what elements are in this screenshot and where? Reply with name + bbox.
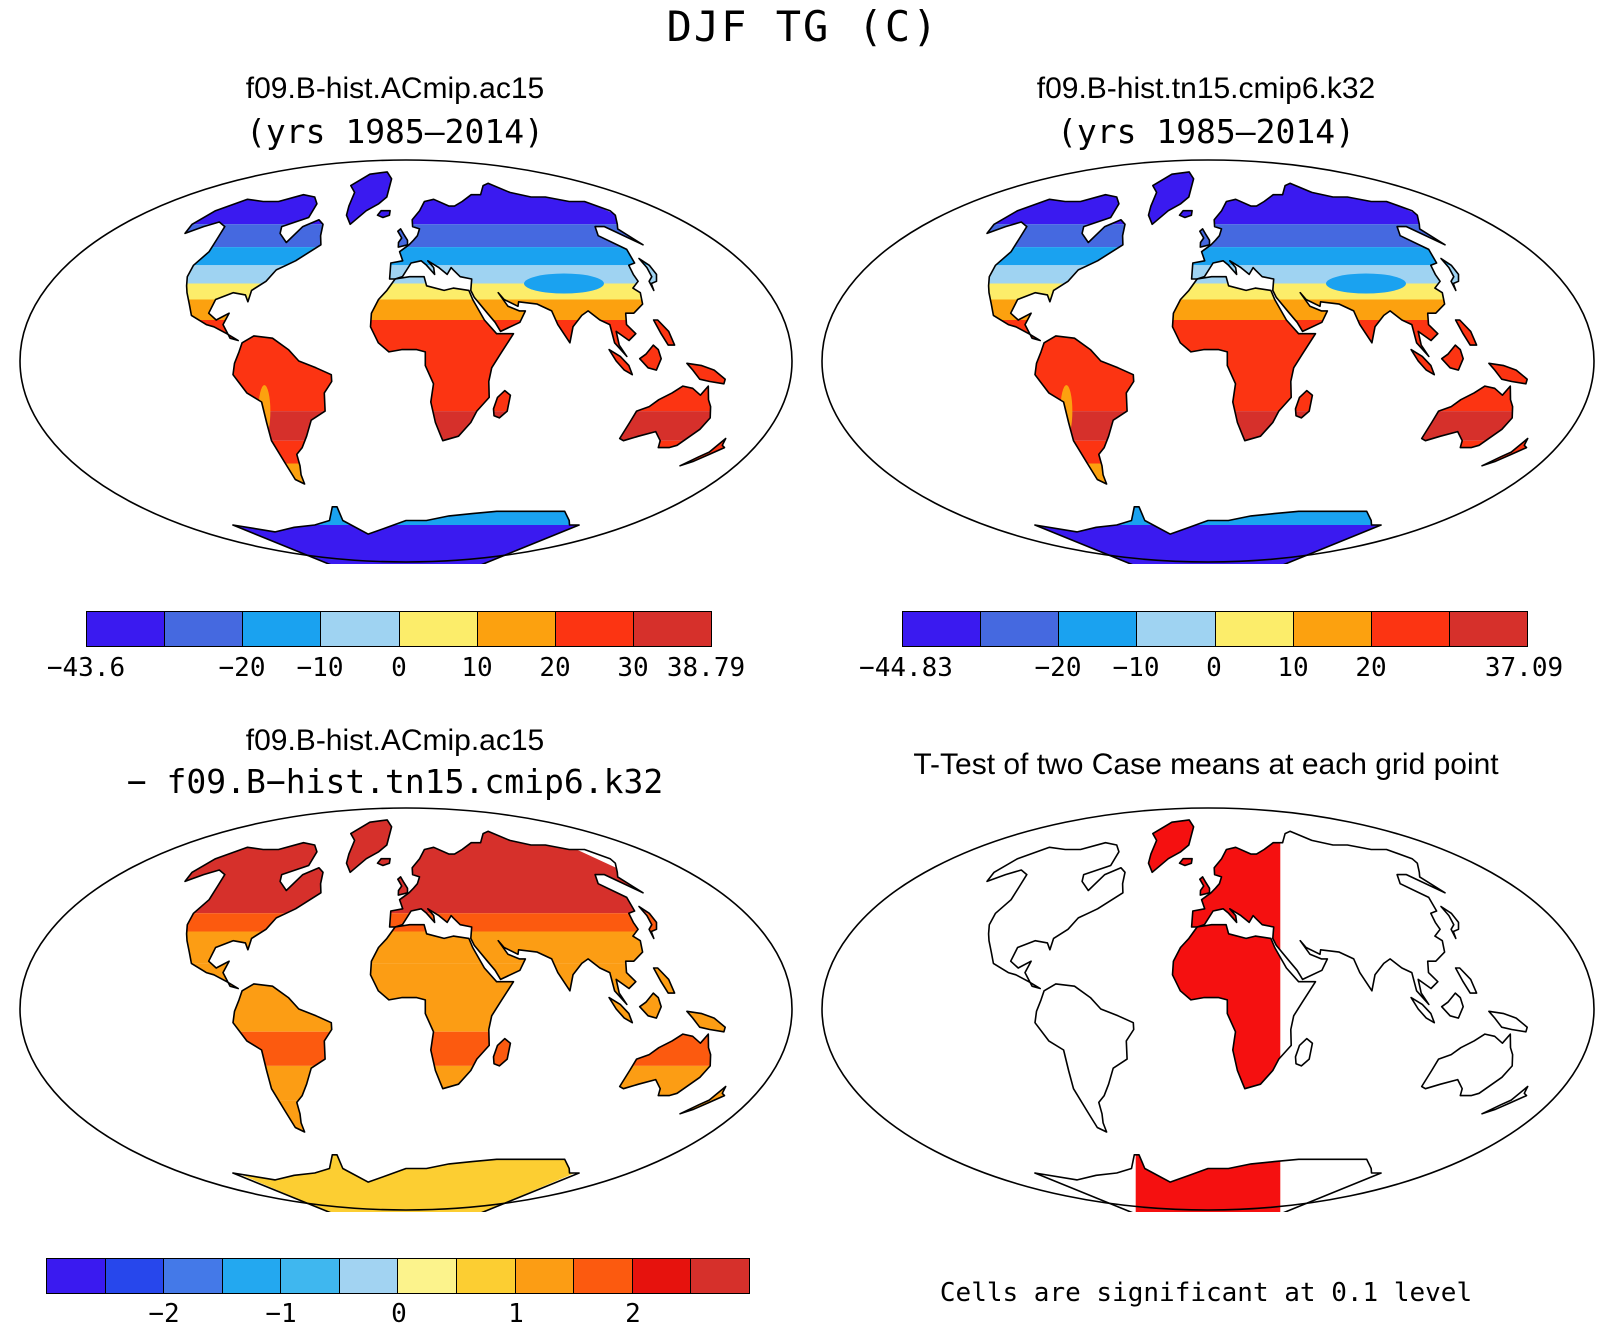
colorbar-segment-11: [691, 1259, 749, 1293]
land-fill: [987, 171, 1528, 564]
coastlines: [986, 171, 1529, 564]
panel1-tick-label: −10: [296, 653, 344, 683]
colorbar-segment-2: [1059, 612, 1138, 646]
panel3-subtitle: − f09.B−hist.tn15.cmip6.k32: [126, 762, 664, 801]
panel1-colorbar: [86, 611, 712, 647]
panel2-tick-label: 20: [1355, 653, 1387, 683]
colorbar-segment-4: [1215, 612, 1294, 646]
colorbar-segment-9: [574, 1259, 633, 1293]
panel1-tick-label: 30: [617, 653, 649, 683]
panel2-tick-label: 0: [1206, 653, 1222, 683]
colorbar-segment-3: [1137, 612, 1216, 646]
colorbar-segment-5: [1293, 612, 1372, 646]
colorbar-segment-0: [87, 612, 166, 646]
panel2-tick-label: −10: [1112, 653, 1160, 683]
land-fill: [185, 819, 726, 1212]
colorbar-segment-1: [165, 612, 244, 646]
panel1-tick-label: −43.6: [46, 653, 126, 683]
panel3-colorbar: [46, 1258, 750, 1294]
panel1-tick-label: 38.79: [666, 653, 746, 683]
colorbar-segment-0: [47, 1259, 106, 1293]
colorbar-segment-6: [398, 1259, 458, 1293]
colorbar-segment-6: [555, 612, 634, 646]
panel2-colorbar: [902, 611, 1528, 647]
significance-note: Cells are significant at 0.1 level: [939, 1278, 1473, 1308]
coastlines: [986, 819, 1529, 1212]
panel3-map: [19, 807, 793, 1212]
panel3-tick-label: −2: [148, 1299, 180, 1329]
panel2-map: [821, 159, 1595, 564]
panel1-title: f09.B-hist.ACmip.ac15: [245, 72, 545, 105]
panel4-map: [821, 807, 1595, 1212]
panel3-tick-label: 1: [508, 1299, 524, 1329]
coastlines: [184, 171, 727, 564]
panel3-title: f09.B-hist.ACmip.ac15: [245, 724, 545, 757]
colorbar-segment-6: [1371, 612, 1450, 646]
panel1-tick-label: 0: [391, 653, 407, 683]
panel2-tick-label: −20: [1034, 653, 1082, 683]
panel1-tick-label: −20: [218, 653, 266, 683]
panel3-tick-label: −1: [265, 1299, 297, 1329]
colorbar-segment-7: [1449, 612, 1527, 646]
colorbar-segment-4: [281, 1259, 340, 1293]
colorbar-segment-5: [339, 1259, 399, 1293]
colorbar-segment-3: [321, 612, 400, 646]
panel3-tick-label: 2: [625, 1299, 641, 1329]
colorbar-segment-4: [399, 612, 478, 646]
panel2-subtitle: (yrs 1985–2014): [1056, 112, 1355, 151]
panel3-tick-label: 0: [391, 1299, 407, 1329]
panel1-map: [19, 159, 793, 564]
coastlines: [184, 819, 727, 1212]
colorbar-segment-1: [981, 612, 1060, 646]
colorbar-segment-5: [477, 612, 556, 646]
panel1-tick-label: 10: [461, 653, 493, 683]
panel4-title: T-Test of two Case means at each grid po…: [913, 748, 1499, 781]
colorbar-segment-7: [633, 612, 711, 646]
colorbar-segment-2: [164, 1259, 223, 1293]
panel1-tick-label: 20: [539, 653, 571, 683]
panel2-title: f09.B-hist.tn15.cmip6.k32: [1036, 72, 1376, 105]
panel1-subtitle: (yrs 1985–2014): [245, 112, 544, 151]
figure-title: DJF TG (C): [666, 2, 940, 51]
colorbar-segment-7: [457, 1259, 516, 1293]
land-fill: [185, 171, 726, 564]
colorbar-segment-1: [105, 1259, 165, 1293]
panel2-tick-label: −44.83: [859, 653, 953, 683]
colorbar-segment-2: [243, 612, 322, 646]
colorbar-segment-3: [222, 1259, 282, 1293]
colorbar-segment-10: [632, 1259, 692, 1293]
panel2-tick-label: 37.09: [1484, 653, 1564, 683]
panel2-tick-label: 10: [1277, 653, 1309, 683]
land-fill: [1078, 819, 1492, 1212]
colorbar-segment-0: [903, 612, 982, 646]
colorbar-segment-8: [515, 1259, 575, 1293]
